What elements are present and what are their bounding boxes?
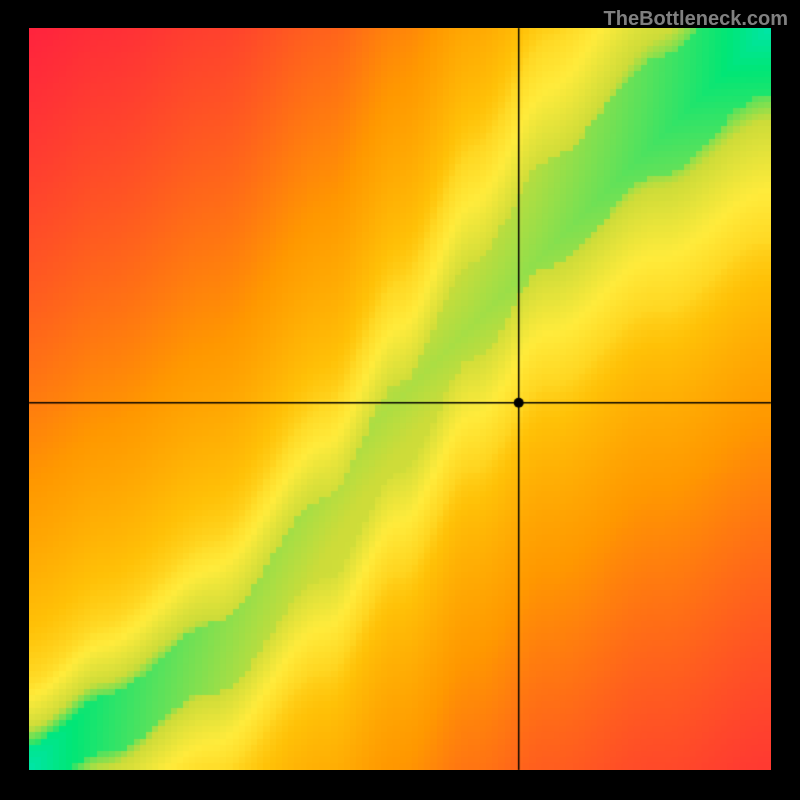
overlay-canvas — [0, 0, 800, 800]
chart-container: TheBottleneck.com — [0, 0, 800, 800]
watermark-text: TheBottleneck.com — [604, 8, 788, 31]
